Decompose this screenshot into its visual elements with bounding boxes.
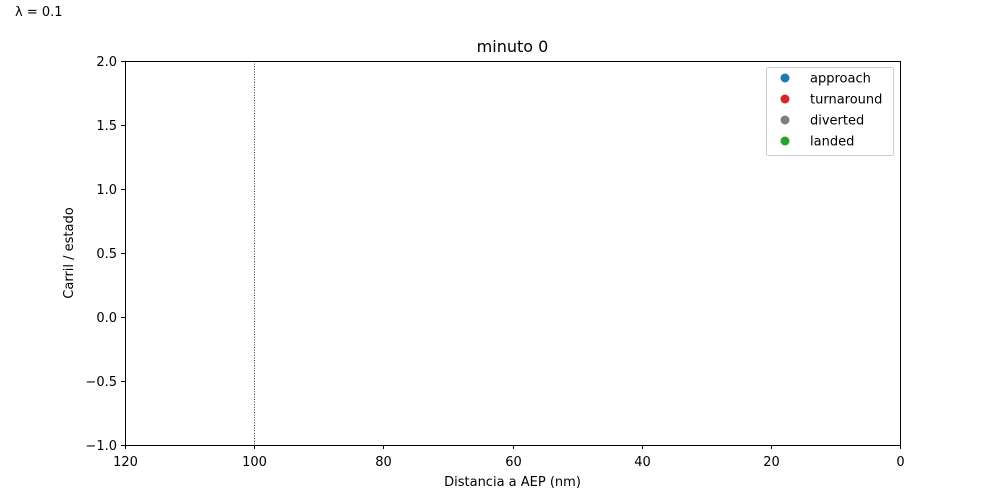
legend-label: diverted <box>810 114 864 129</box>
x-tick-label: 100 <box>242 455 267 470</box>
y-tick-label: 1.5 <box>96 119 117 134</box>
y-tick-label: 1.0 <box>96 183 117 198</box>
x-tick-label: 120 <box>113 455 138 470</box>
legend-marker <box>780 73 790 83</box>
y-tick-label: 0.0 <box>96 311 117 326</box>
chart-title: minuto 0 <box>477 37 549 56</box>
y-axis: 2.0 1.5 1.0 0.5 0.0 −0.5 −1.0 <box>85 55 125 454</box>
legend-marker <box>780 136 790 146</box>
lambda-label: λ = 0.1 <box>15 5 63 20</box>
x-axis: 120 100 80 60 40 20 0 <box>113 445 905 470</box>
y-tick-label: −1.0 <box>85 439 117 454</box>
x-tick-label: 60 <box>505 455 522 470</box>
y-axis-label: Carril / estado <box>62 207 77 298</box>
y-tick-label: 0.5 <box>96 247 117 262</box>
legend-marker <box>780 115 790 125</box>
x-tick-label: 80 <box>375 455 392 470</box>
legend-label: turnaround <box>810 93 882 108</box>
x-axis-label: Distancia a AEP (nm) <box>444 475 581 490</box>
y-tick-label: 2.0 <box>96 55 117 70</box>
legend-label: landed <box>810 135 854 150</box>
x-tick-label: 40 <box>634 455 651 470</box>
y-tick-label: −0.5 <box>85 375 117 390</box>
legend-label: approach <box>810 72 871 87</box>
x-tick-label: 20 <box>763 455 780 470</box>
legend-box <box>766 67 894 156</box>
x-tick-label: 0 <box>896 455 904 470</box>
legend: approach turnaround diverted landed <box>766 67 894 156</box>
legend-marker <box>780 94 790 104</box>
